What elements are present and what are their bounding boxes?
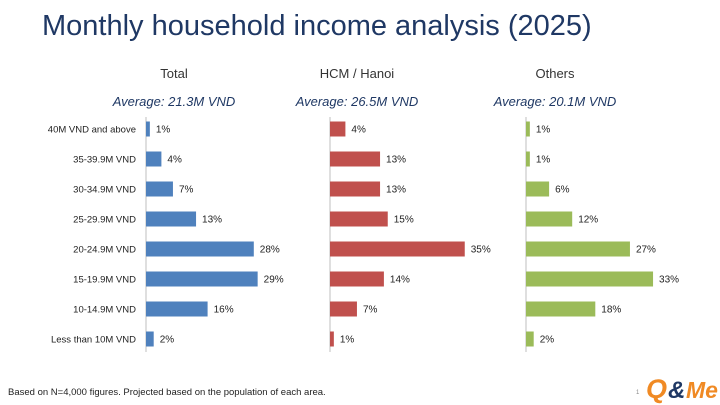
bar-others-35-39-9m-vnd <box>526 151 530 167</box>
category-label-35-39-9m-vnd: 35-39.9M VND <box>73 155 136 166</box>
data-label-hcm-hanoi-30-34-9m-vnd: 13% <box>386 185 406 196</box>
data-label-total-20-24-9m-vnd: 28% <box>260 245 280 256</box>
qandme-logo: Q & Me <box>646 374 718 404</box>
svg-text:Q: Q <box>646 374 667 404</box>
bar-total-less-than-10m-vnd <box>146 331 154 347</box>
bar-total-20-24-9m-vnd <box>146 241 254 257</box>
bar-others-10-14-9m-vnd <box>526 301 596 317</box>
bar-others-30-34-9m-vnd <box>526 181 550 197</box>
category-label-15-19-9m-vnd: 15-19.9M VND <box>73 275 136 286</box>
data-label-hcm-hanoi-20-24-9m-vnd: 35% <box>471 245 491 256</box>
data-label-total-35-39-9m-vnd: 4% <box>167 155 182 166</box>
bar-others-20-24-9m-vnd <box>526 241 630 257</box>
data-label-hcm-hanoi-35-39-9m-vnd: 13% <box>386 155 406 166</box>
bar-total-35-39-9m-vnd <box>146 151 162 167</box>
footnote: Based on N=4,000 figures. Projected base… <box>8 387 326 398</box>
bar-hcm-hanoi-10-14-9m-vnd <box>330 301 357 317</box>
bar-total-30-34-9m-vnd <box>146 181 173 197</box>
category-label-30-34-9m-vnd: 30-34.9M VND <box>73 185 136 196</box>
panel-title-others: Others <box>535 66 575 81</box>
bar-hcm-hanoi-40m-vnd-and-above <box>330 121 346 137</box>
category-label-40m-vnd-and-above: 40M VND and above <box>48 125 136 136</box>
average-hcm-hanoi: Average: 26.5M VND <box>295 94 419 109</box>
data-label-others-25-29-9m-vnd: 12% <box>578 215 598 226</box>
data-label-total-10-14-9m-vnd: 16% <box>214 305 234 316</box>
bar-others-25-29-9m-vnd <box>526 211 573 227</box>
svg-text:Me: Me <box>686 377 718 403</box>
average-total: Average: 21.3M VND <box>112 94 236 109</box>
data-label-total-25-29-9m-vnd: 13% <box>202 215 222 226</box>
bar-total-15-19-9m-vnd <box>146 271 258 287</box>
data-label-total-less-than-10m-vnd: 2% <box>160 335 175 346</box>
bar-others-40m-vnd-and-above <box>526 121 530 137</box>
data-label-others-35-39-9m-vnd: 1% <box>536 155 551 166</box>
bar-hcm-hanoi-less-than-10m-vnd <box>330 331 334 347</box>
data-label-others-15-19-9m-vnd: 33% <box>659 275 679 286</box>
bar-hcm-hanoi-25-29-9m-vnd <box>330 211 388 227</box>
page-title: Monthly household income analysis (2025) <box>42 10 592 42</box>
data-label-others-20-24-9m-vnd: 27% <box>636 245 656 256</box>
data-label-total-30-34-9m-vnd: 7% <box>179 185 194 196</box>
bar-hcm-hanoi-30-34-9m-vnd <box>330 181 381 197</box>
bar-total-25-29-9m-vnd <box>146 211 197 227</box>
average-others: Average: 20.1M VND <box>493 94 617 109</box>
panel-title-hcm-hanoi: HCM / Hanoi <box>319 66 395 81</box>
category-label-10-14-9m-vnd: 10-14.9M VND <box>73 305 136 316</box>
bar-others-less-than-10m-vnd <box>526 331 534 347</box>
category-label-25-29-9m-vnd: 25-29.9M VND <box>73 215 136 226</box>
bar-others-15-19-9m-vnd <box>526 271 654 287</box>
data-label-hcm-hanoi-10-14-9m-vnd: 7% <box>363 305 378 316</box>
data-label-hcm-hanoi-15-19-9m-vnd: 14% <box>390 275 410 286</box>
page-number: 1 <box>636 390 640 396</box>
data-label-others-10-14-9m-vnd: 18% <box>601 305 621 316</box>
data-label-hcm-hanoi-40m-vnd-and-above: 4% <box>351 125 366 136</box>
category-label-less-than-10m-vnd: Less than 10M VND <box>51 335 136 346</box>
panel-title-total: Total <box>160 66 188 81</box>
data-label-others-40m-vnd-and-above: 1% <box>536 125 551 136</box>
bar-total-10-14-9m-vnd <box>146 301 208 317</box>
data-label-others-30-34-9m-vnd: 6% <box>555 185 570 196</box>
data-label-others-less-than-10m-vnd: 2% <box>540 335 555 346</box>
bar-hcm-hanoi-35-39-9m-vnd <box>330 151 381 167</box>
data-label-hcm-hanoi-25-29-9m-vnd: 15% <box>394 215 414 226</box>
bar-total-40m-vnd-and-above <box>146 121 150 137</box>
bar-hcm-hanoi-15-19-9m-vnd <box>330 271 384 287</box>
category-label-20-24-9m-vnd: 20-24.9M VND <box>73 245 136 256</box>
bar-hcm-hanoi-20-24-9m-vnd <box>330 241 465 257</box>
svg-text:&: & <box>668 377 685 404</box>
data-label-total-40m-vnd-and-above: 1% <box>156 125 171 136</box>
data-label-total-15-19-9m-vnd: 29% <box>264 275 284 286</box>
data-label-hcm-hanoi-less-than-10m-vnd: 1% <box>340 335 355 346</box>
